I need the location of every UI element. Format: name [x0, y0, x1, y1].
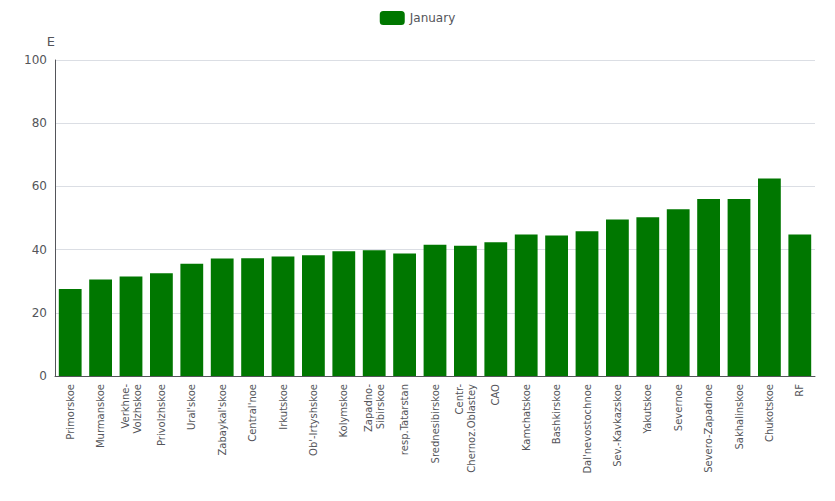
svg-text:Murmanskoe: Murmanskoe	[95, 384, 106, 448]
svg-text:CAO: CAO	[490, 384, 501, 406]
svg-text:Dal'nevostochnoe: Dal'nevostochnoe	[582, 384, 593, 474]
svg-text:Sakhalinskoe: Sakhalinskoe	[734, 384, 745, 450]
svg-text:Ob'-Irtyshskoe: Ob'-Irtyshskoe	[308, 384, 319, 456]
svg-text:E: E	[47, 34, 55, 49]
svg-text:Sibirskoe: Sibirskoe	[375, 384, 386, 429]
svg-text:Volzhskoe: Volzhskoe	[132, 384, 143, 433]
svg-text:Bashkirskoe: Bashkirskoe	[551, 384, 562, 444]
svg-text:Central'noe: Central'noe	[247, 384, 258, 442]
svg-text:Sev.-Kavkazskoe: Sev.-Kavkazskoe	[612, 384, 623, 467]
svg-text:40: 40	[32, 243, 47, 257]
svg-text:Zapadno-: Zapadno-	[363, 384, 374, 432]
svg-text:Chukotskoe: Chukotskoe	[764, 384, 775, 442]
svg-text:Verkhne-: Verkhne-	[120, 384, 131, 429]
svg-text:Severnoe: Severnoe	[673, 384, 684, 431]
svg-text:Irkutskoe: Irkutskoe	[278, 384, 289, 430]
svg-text:60: 60	[32, 179, 47, 193]
svg-text:Primorskoe: Primorskoe	[65, 384, 76, 440]
svg-text:Ural'skoe: Ural'skoe	[186, 384, 197, 430]
svg-text:Kolymskoe: Kolymskoe	[338, 384, 349, 438]
svg-text:Zabaykal'skoe: Zabaykal'skoe	[217, 384, 228, 456]
svg-text:Privolzhskoe: Privolzhskoe	[156, 384, 167, 446]
svg-text:20: 20	[32, 306, 47, 320]
svg-text:Yakutskoe: Yakutskoe	[642, 384, 653, 435]
svg-text:Chernoz.Oblastey: Chernoz.Oblastey	[466, 384, 477, 473]
svg-text:Kamchatskoe: Kamchatskoe	[521, 384, 532, 451]
svg-text:resp.Tatarstan: resp.Tatarstan	[399, 384, 410, 455]
svg-text:RF: RF	[794, 384, 805, 397]
svg-text:0: 0	[39, 369, 47, 383]
svg-text:100: 100	[24, 53, 47, 67]
svg-text:Centr-: Centr-	[454, 384, 465, 415]
svg-text:Severo-Zapadnoe: Severo-Zapadnoe	[703, 384, 714, 473]
svg-text:January: January	[409, 11, 456, 25]
svg-text:Srednesibirskoe: Srednesibirskoe	[430, 384, 441, 463]
svg-text:80: 80	[32, 116, 47, 130]
